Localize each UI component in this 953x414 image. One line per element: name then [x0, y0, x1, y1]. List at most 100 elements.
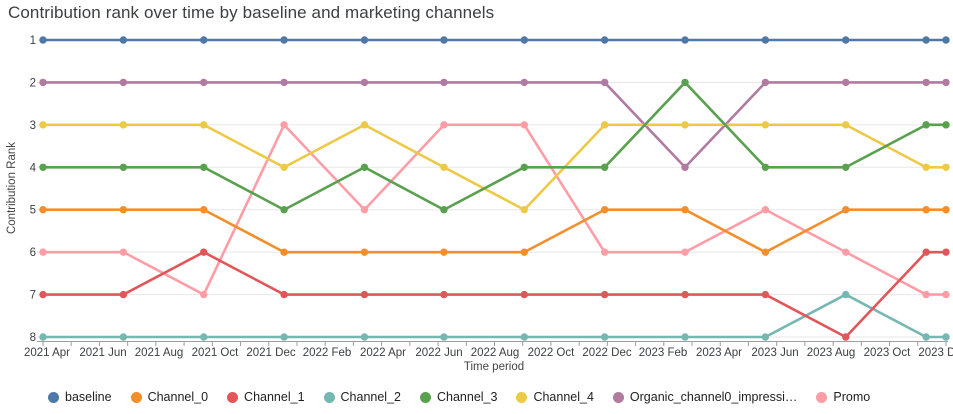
data-point[interactable]	[842, 290, 850, 299]
legend-item-Channel_2[interactable]: Channel_2	[323, 390, 401, 404]
data-point[interactable]	[440, 206, 448, 214]
data-point[interactable]	[119, 290, 128, 299]
data-point[interactable]	[922, 290, 930, 299]
data-point[interactable]	[119, 36, 128, 44]
data-point[interactable]	[842, 333, 850, 341]
data-point[interactable]	[360, 36, 369, 44]
data-point[interactable]	[119, 248, 128, 256]
data-point[interactable]	[761, 333, 770, 341]
data-point[interactable]	[520, 333, 528, 341]
legend-item-Channel_3[interactable]: Channel_3	[419, 390, 497, 404]
data-point[interactable]	[520, 78, 528, 87]
data-point[interactable]	[200, 36, 208, 44]
data-point[interactable]	[520, 36, 528, 44]
data-point[interactable]	[200, 163, 208, 171]
data-point[interactable]	[200, 78, 208, 87]
legend-item-baseline[interactable]: baseline	[48, 390, 112, 404]
data-point[interactable]	[280, 248, 288, 256]
data-point[interactable]	[761, 248, 770, 256]
data-point[interactable]	[761, 36, 770, 44]
data-point[interactable]	[600, 36, 609, 44]
data-point[interactable]	[200, 248, 208, 256]
data-point[interactable]	[280, 78, 288, 87]
data-point[interactable]	[600, 163, 609, 171]
data-point[interactable]	[39, 333, 47, 341]
data-point[interactable]	[520, 248, 528, 256]
data-point[interactable]	[922, 206, 930, 214]
data-point[interactable]	[600, 248, 609, 256]
data-point[interactable]	[922, 333, 930, 341]
data-point[interactable]	[280, 290, 288, 299]
data-point[interactable]	[39, 290, 47, 299]
data-point[interactable]	[842, 163, 850, 171]
data-point[interactable]	[360, 121, 369, 129]
data-point[interactable]	[200, 121, 208, 129]
data-point[interactable]	[942, 206, 950, 214]
data-point[interactable]	[280, 121, 288, 129]
data-point[interactable]	[119, 121, 128, 129]
data-point[interactable]	[520, 206, 528, 214]
data-point[interactable]	[440, 36, 448, 44]
data-point[interactable]	[520, 163, 528, 171]
data-point[interactable]	[200, 206, 208, 214]
data-point[interactable]	[600, 121, 609, 129]
data-point[interactable]	[922, 36, 930, 44]
data-point[interactable]	[440, 333, 448, 341]
data-point[interactable]	[761, 290, 770, 299]
data-point[interactable]	[280, 206, 288, 214]
data-point[interactable]	[681, 36, 689, 44]
data-point[interactable]	[600, 290, 609, 299]
legend-item-Promo[interactable]: Promo	[816, 390, 870, 404]
data-point[interactable]	[520, 290, 528, 299]
data-point[interactable]	[360, 163, 369, 171]
data-point[interactable]	[280, 36, 288, 44]
data-point[interactable]	[681, 206, 689, 214]
data-point[interactable]	[681, 121, 689, 129]
data-point[interactable]	[440, 248, 448, 256]
data-point[interactable]	[942, 333, 950, 341]
data-point[interactable]	[922, 248, 930, 256]
data-point[interactable]	[600, 206, 609, 214]
legend-item-Channel_4[interactable]: Channel_4	[516, 390, 594, 404]
data-point[interactable]	[39, 36, 47, 44]
data-point[interactable]	[842, 36, 850, 44]
data-point[interactable]	[39, 78, 47, 87]
data-point[interactable]	[681, 333, 689, 341]
data-point[interactable]	[39, 121, 47, 129]
data-point[interactable]	[761, 78, 770, 87]
data-point[interactable]	[39, 206, 47, 214]
data-point[interactable]	[842, 206, 850, 214]
data-point[interactable]	[119, 78, 128, 87]
data-point[interactable]	[39, 163, 47, 171]
data-point[interactable]	[360, 248, 369, 256]
data-point[interactable]	[942, 248, 950, 256]
data-point[interactable]	[681, 290, 689, 299]
data-point[interactable]	[761, 121, 770, 129]
data-point[interactable]	[200, 290, 208, 299]
data-point[interactable]	[922, 121, 930, 129]
data-point[interactable]	[942, 78, 950, 87]
data-point[interactable]	[119, 206, 128, 214]
data-point[interactable]	[942, 121, 950, 129]
legend-item-Organic_channel0_impressi…[interactable]: Organic_channel0_impressi…	[612, 390, 797, 404]
data-point[interactable]	[942, 290, 950, 299]
data-point[interactable]	[280, 163, 288, 171]
data-point[interactable]	[600, 333, 609, 341]
data-point[interactable]	[600, 78, 609, 87]
legend-item-Channel_0[interactable]: Channel_0	[130, 390, 208, 404]
data-point[interactable]	[440, 78, 448, 87]
data-point[interactable]	[842, 121, 850, 129]
data-point[interactable]	[681, 163, 689, 171]
data-point[interactable]	[119, 163, 128, 171]
data-point[interactable]	[440, 121, 448, 129]
data-point[interactable]	[842, 78, 850, 87]
data-point[interactable]	[360, 290, 369, 299]
data-point[interactable]	[520, 121, 528, 129]
data-point[interactable]	[39, 248, 47, 256]
data-point[interactable]	[440, 290, 448, 299]
data-point[interactable]	[360, 78, 369, 87]
data-point[interactable]	[942, 36, 950, 44]
data-point[interactable]	[200, 333, 208, 341]
data-point[interactable]	[761, 206, 770, 214]
data-point[interactable]	[440, 163, 448, 171]
